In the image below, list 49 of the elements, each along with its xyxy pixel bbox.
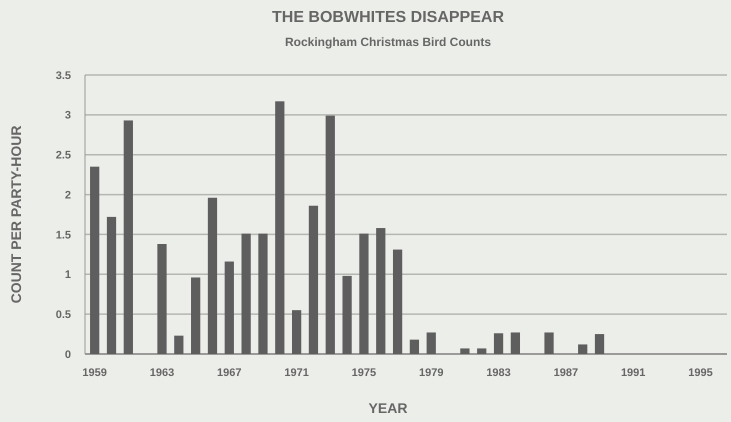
- bar: [275, 101, 284, 354]
- bar: [594, 334, 604, 354]
- bar: [224, 262, 234, 354]
- bar: [258, 234, 268, 354]
- y-tick-label: 2.5: [56, 150, 71, 162]
- bar: [359, 234, 369, 354]
- bar: [392, 250, 402, 354]
- y-tick-label: 2: [64, 189, 71, 202]
- chart-title: THE BOBWHITES DISAPPEAR: [272, 9, 504, 26]
- bar: [124, 120, 133, 354]
- bar: [191, 277, 200, 354]
- bar: [342, 276, 352, 354]
- bar: [460, 348, 470, 354]
- bar: [242, 234, 251, 354]
- x-axis-title: YEAR: [368, 400, 408, 416]
- x-tick-label: 1983: [486, 367, 511, 379]
- y-tick-label: 3.5: [56, 70, 71, 82]
- bar: [494, 333, 504, 354]
- x-tick-label: 1959: [82, 367, 107, 379]
- x-tick-label: 1987: [554, 367, 578, 379]
- bar: [174, 336, 184, 354]
- x-tick-label: 1991: [620, 367, 646, 379]
- x-tick-label: 1967: [217, 367, 242, 379]
- bar: [510, 332, 520, 354]
- y-tick-label: 1: [64, 269, 71, 282]
- x-tick-label: 1963: [150, 367, 174, 379]
- bar: [90, 166, 100, 354]
- y-tick-label: 3: [64, 110, 71, 122]
- bar: [308, 206, 318, 354]
- chart-subtitle: Rockingham Christmas Bird Counts: [284, 35, 492, 49]
- bar: [326, 116, 335, 354]
- bar: [157, 244, 167, 354]
- bar: [208, 198, 218, 354]
- bar: [292, 310, 302, 354]
- x-tick-label: 1971: [284, 367, 309, 379]
- bar: [544, 332, 554, 354]
- y-axis-title: COUNT PER PARTY-HOUR: [8, 126, 24, 304]
- bar: [376, 228, 386, 354]
- y-tick-label: 1.5: [56, 229, 71, 242]
- bar: [477, 348, 486, 354]
- bar: [106, 216, 116, 354]
- x-tick-label: 1979: [419, 367, 444, 379]
- x-tick-label: 1975: [352, 367, 376, 379]
- x-tick-label: 1995: [688, 367, 713, 379]
- bar: [578, 344, 588, 354]
- y-tick-label: 0.5: [56, 308, 71, 321]
- bar: [426, 332, 436, 354]
- y-tick-label: 0: [64, 348, 71, 361]
- bar: [410, 340, 420, 354]
